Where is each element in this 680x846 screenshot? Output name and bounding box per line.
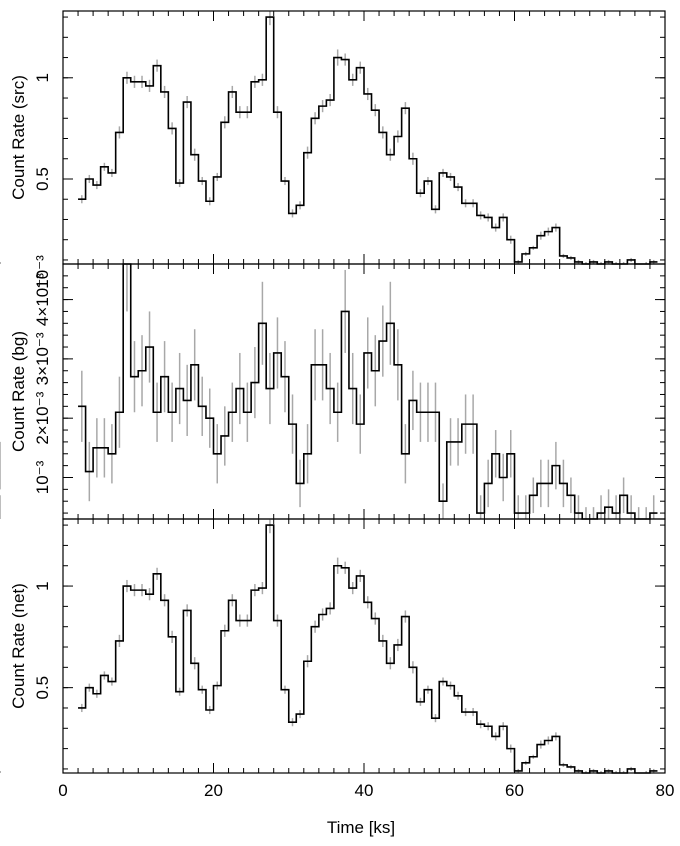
y-tick-label: 10⁻³ xyxy=(33,255,52,289)
series-line-bg xyxy=(78,263,658,520)
y-axis-label-net: Count Rate (net) xyxy=(9,583,28,709)
x-tick-label: 80 xyxy=(656,781,675,800)
series-line-net xyxy=(78,524,658,774)
y-axis-label-src: Count Rate (src) xyxy=(9,75,28,200)
y-tick-label: 0.5 xyxy=(33,167,52,191)
y-tick-label: 1 xyxy=(33,73,52,82)
axes-frame xyxy=(62,518,666,774)
y-axis-label-bg: Count Rate (bg) xyxy=(9,331,28,452)
x-tick-label: 60 xyxy=(505,781,524,800)
series-line-src xyxy=(78,16,658,265)
axes-frame xyxy=(62,10,666,265)
y-tick-label: 0.5 xyxy=(33,676,52,700)
x-axis-label: Time [ks] xyxy=(327,818,395,837)
y-tick-label: 4×10⁻³ xyxy=(33,273,52,326)
y-tick-label: 1 xyxy=(33,581,52,590)
x-tick-label: 0 xyxy=(58,781,67,800)
panel-net: 0.5 1 Count Rate (net) 0 20 40 60 80 xyxy=(0,518,675,800)
y-tick-label: 2×10⁻³ xyxy=(33,391,52,444)
y-tick-label: 10⁻³ xyxy=(33,460,52,494)
x-tick-label: 20 xyxy=(204,781,223,800)
panel-src: 0.5 1 Count Rate (src) xyxy=(0,10,666,265)
y-tick-label: 3×10⁻³ xyxy=(33,332,52,385)
x-tick-label: 40 xyxy=(355,781,374,800)
